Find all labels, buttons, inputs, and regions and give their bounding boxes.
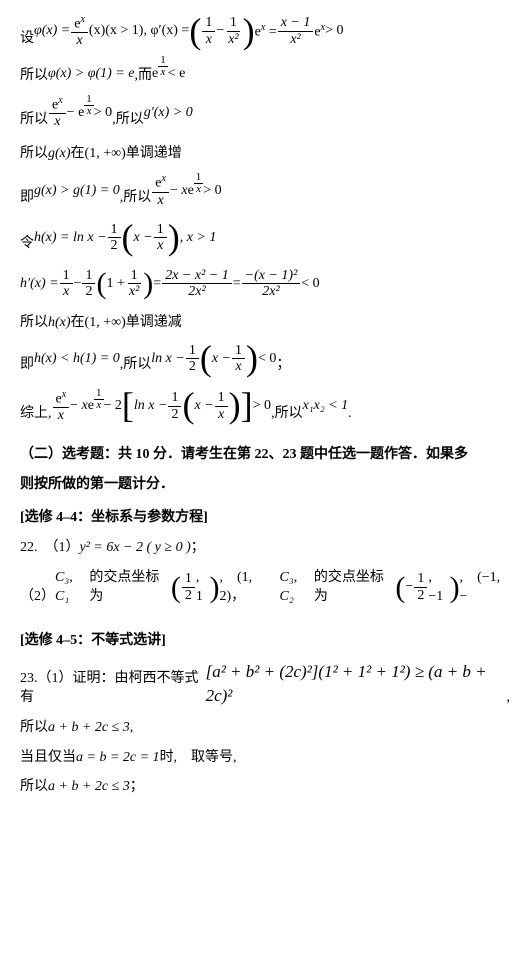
frac: exx: [152, 173, 169, 207]
section-heading-b: 则按所做的第一题计分．: [20, 475, 510, 495]
module-44: [选修 4–4：坐标系与参数方程]: [20, 508, 510, 528]
q22-1: 22. （1） y² = 6x − 2 ( y ≥ 0 ) ；: [20, 538, 510, 558]
frac: x − 1x²: [278, 15, 314, 47]
math-line-3: 所以 exx − e1x > 0 ,所以 g′(x) > 0: [20, 95, 510, 129]
math-line-4: 所以 g(x) 在 (1, +∞) 单调递增: [20, 144, 510, 164]
math-line-6: 令 h(x) = ln x − 12 ( x − 1x ) , x > 1: [20, 222, 510, 254]
frac: 1x²: [225, 15, 241, 47]
text: ,而: [134, 66, 152, 86]
frac: 1x: [202, 15, 215, 47]
math-line-9: 即 h(x) < h(1) = 0 ,所以 ln x − 12 ( x − 1x…: [20, 343, 510, 375]
paren: (: [189, 19, 201, 44]
phi-eq: φ(x) =: [34, 21, 70, 41]
text: ,所以: [112, 110, 144, 130]
gt0: > 0: [325, 21, 343, 41]
q23-line3: 当且仅当 a = b = 2c = 1 时, 取等号,: [20, 748, 510, 768]
math-line-1: 设 φ(x) = exx (x)(x > 1), φ′(x) = ( 1x − …: [20, 14, 510, 48]
gt0: > 0: [94, 103, 112, 123]
gprime: g′(x) > 0: [144, 103, 193, 123]
frac: exx: [71, 14, 88, 48]
cauchy-ineq: [a² + b² + (2c)²](1² + 1² + 1²) ≥ (a + b…: [206, 660, 507, 708]
paren: ): [243, 19, 255, 44]
text: 所以: [20, 110, 48, 130]
text: 设: [20, 29, 34, 49]
q23-line4: 所以 a + b + 2c ≤ 3 ；: [20, 777, 510, 797]
section-heading: （二）选考题：共 10 分．请考生在第 22、23 题中任选一题作答．如果多: [20, 445, 510, 465]
q22-2: （2） C₃, C₁ 的交点坐标为 ( 12 , 1 ) , (1, 2)， C…: [20, 568, 510, 607]
module-45: [选修 4–5：不等式选讲]: [20, 631, 510, 651]
math-line-7: h′(x) = 1x − 12 ( 1 + 1x² ) = 2x − x² − …: [20, 268, 510, 300]
text: (x)(x > 1), φ′(x) =: [89, 21, 189, 41]
frac: exx: [49, 95, 66, 129]
ineq: φ(x) > φ(1) = e: [48, 64, 134, 84]
frac: 1x: [154, 222, 167, 254]
math-line-2: 所以 φ(x) > φ(1) = e ,而 e1x < e: [20, 62, 510, 85]
math-line-8: 所以 h(x) 在 (1, +∞) 单调递减: [20, 313, 510, 333]
frac: 12: [108, 222, 121, 254]
q23-line2: 所以 a + b + 2c ≤ 3 ,: [20, 718, 510, 738]
lt-e: < e: [168, 64, 186, 84]
q23-line1: 23.（1）证明：由柯西不等式有 [a² + b² + (2c)²](1² + …: [20, 660, 510, 708]
math-line-5: 即 g(x) > g(1) = 0 ,所以 exx − xe1x > 0: [20, 173, 510, 207]
math-line-10: 综上, exx − xe1x − 2 [ ln x − 12 ( x − 1x …: [20, 389, 510, 423]
text: 所以: [20, 66, 48, 86]
